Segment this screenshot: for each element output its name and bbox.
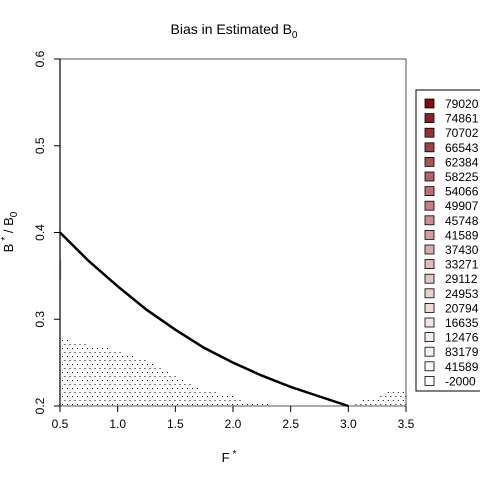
legend-swatch-6	[424, 186, 435, 197]
legend-item-16: 12476	[424, 331, 479, 345]
legend-item-4: 62384	[424, 155, 479, 169]
y-axis-label: B* / B0	[0, 211, 20, 252]
legend-swatch-9	[424, 229, 435, 240]
legend-item-6: 54066	[424, 185, 479, 199]
legend-label-7: 49907	[445, 199, 479, 213]
legend-swatch-8	[424, 215, 435, 226]
legend-item-3: 66543	[424, 141, 479, 155]
legend-item-10: 37430	[424, 243, 479, 257]
legend-label-2: 70702	[445, 126, 479, 140]
legend-item-17: 83179	[424, 345, 479, 359]
legend-swatch-16	[424, 332, 435, 343]
legend-label-14: 20794	[445, 301, 479, 315]
legend-label-10: 37430	[445, 243, 479, 257]
legend-label-12: 29112	[445, 272, 478, 286]
y-tick-label-1: 0.3	[33, 311, 47, 328]
legend-item-14: 20794	[424, 301, 479, 315]
legend-swatch-17	[424, 346, 435, 357]
legend-swatch-19	[424, 375, 435, 386]
y-tick-label-2: 0.4	[33, 224, 47, 241]
x-axis: 0.5 1.0 1.5 2.0 2.5 3.0 3.5	[52, 406, 415, 431]
legend-swatch-5	[424, 171, 435, 182]
legend-item-1: 74861	[424, 112, 479, 126]
legend-label-8: 45748	[445, 214, 479, 228]
legend-swatch-12	[424, 273, 435, 284]
x-tick-label-6: 3.5	[398, 417, 415, 431]
legend-label-0: 79020	[445, 97, 479, 111]
legend-label-5: 58225	[445, 170, 479, 184]
x-tick-label-3: 2.0	[225, 417, 242, 431]
legend-swatch-15	[424, 317, 435, 328]
legend-item-2: 70702	[424, 126, 479, 140]
legend-item-19: -2000	[424, 374, 476, 388]
legend-item-15: 16635	[424, 316, 479, 330]
legend-item-13: 24953	[424, 287, 479, 301]
legend-item-12: 29112	[424, 272, 478, 286]
legend-swatch-14	[424, 302, 435, 313]
legend-swatch-1	[424, 113, 435, 123]
x-axis-label: F *	[222, 449, 237, 465]
legend-item-18: 41589	[424, 360, 479, 374]
legend-label-4: 62384	[445, 155, 479, 169]
legend-label-6: 54066	[445, 185, 479, 199]
legend-label-11: 33271	[445, 258, 479, 272]
legend-swatch-2	[424, 127, 435, 138]
stipple-region-1	[355, 392, 407, 405]
legend-item-7: 49907	[424, 199, 479, 213]
legend-label-13: 24953	[445, 287, 479, 301]
plot-frame	[59, 58, 407, 407]
stipple-region-0	[62, 340, 268, 405]
legend-label-17: 83179	[445, 345, 479, 359]
legend-swatch-13	[424, 288, 435, 299]
legend-label-19: -2000	[445, 374, 476, 388]
legend-label-16: 12476	[445, 331, 479, 345]
series-line-0	[59, 231, 349, 408]
chart-title: Bias in Estimated B0	[171, 21, 298, 41]
y-tick-label-4: 0.6	[33, 50, 47, 67]
legend-swatch-3	[424, 142, 435, 153]
legend-swatch-4	[424, 156, 435, 167]
legend-label-18: 41589	[445, 360, 479, 374]
y-axis: 0.2 0.3 0.4 0.5 0.6	[33, 50, 61, 414]
legend-label-15: 16635	[445, 316, 479, 330]
x-tick-label-2: 1.5	[167, 417, 184, 431]
legend: 7902074861707026654362384582255406649907…	[424, 97, 479, 388]
legend-swatch-7	[424, 200, 435, 211]
legend-swatch-10	[424, 244, 435, 255]
legend-swatch-11	[424, 259, 435, 270]
x-tick-label-0: 0.5	[52, 417, 69, 431]
y-tick-label-0: 0.2	[33, 397, 47, 414]
legend-label-3: 66543	[445, 141, 479, 155]
legend-item-0: 79020	[424, 97, 479, 111]
y-tick-label-3: 0.5	[33, 137, 47, 154]
legend-swatch-18	[424, 361, 435, 372]
legend-item-11: 33271	[424, 258, 479, 272]
stipple-regions	[62, 340, 407, 405]
legend-label-1: 74861	[445, 112, 479, 126]
x-tick-label-4: 2.5	[282, 417, 299, 431]
legend-label-9: 41589	[445, 228, 479, 242]
legend-item-8: 45748	[424, 214, 479, 228]
legend-item-5: 58225	[424, 170, 479, 184]
series-layer	[59, 231, 349, 408]
legend-item-9: 41589	[424, 228, 479, 242]
x-tick-label-5: 3.0	[340, 417, 357, 431]
x-tick-label-1: 1.0	[109, 417, 126, 431]
legend-swatch-0	[424, 98, 435, 109]
